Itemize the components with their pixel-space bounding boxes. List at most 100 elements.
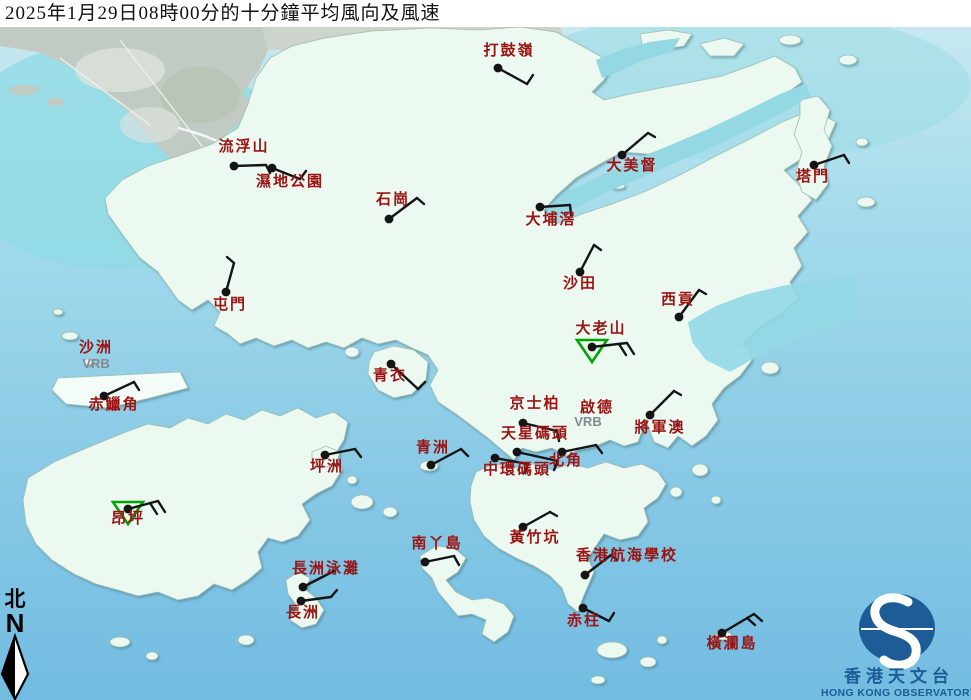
station-group: 赤柱 [567, 603, 616, 629]
station-label: 沙田 [563, 275, 597, 292]
station-group: 濕地公園 [256, 163, 324, 190]
station-group: 中環碼頭 [483, 453, 551, 478]
station-group: 石崗 [375, 190, 426, 224]
hko-logo-s-swirl [870, 593, 921, 670]
wind-barb-segment [555, 429, 561, 443]
wind-barb-segment [523, 462, 530, 475]
station-dot [645, 410, 655, 420]
station-dot [229, 161, 239, 171]
gust-triangle [574, 338, 610, 365]
wind-barb-segment [648, 389, 676, 417]
station-label: 塔門 [796, 167, 830, 185]
wind-barb-segment [590, 341, 629, 349]
wind-barb-segment [842, 153, 851, 165]
wind-barb-segment [496, 66, 529, 86]
hko-logo-english: HONG KONG OBSERVATORY [821, 687, 971, 699]
station-group: 北角 [549, 443, 604, 469]
station-dot [557, 447, 567, 457]
wind-barb-segment [126, 499, 160, 511]
station-dot [296, 596, 306, 606]
wind-barb-segment [389, 362, 420, 391]
wind-barb-segment [672, 389, 683, 397]
wind-barb-segment [270, 166, 302, 181]
wind-barb-segment [548, 510, 559, 518]
station-dot [99, 391, 109, 401]
wind-barb-segment [538, 203, 572, 209]
wind-barb-segment [515, 450, 560, 463]
north-label-letter: N [6, 608, 25, 638]
station-label: 石崗 [375, 190, 410, 208]
station-label: 中環碼頭 [483, 460, 551, 478]
station-label: 青衣 [373, 366, 407, 384]
wind-barb-segment [720, 612, 756, 635]
station-dot [809, 160, 819, 170]
station-group: 坪洲 [310, 447, 363, 475]
wind-barb-segment [592, 243, 603, 252]
station-dot [717, 628, 727, 638]
station-label: 北角 [549, 451, 583, 469]
station-group: 橫瀾島 [706, 612, 764, 652]
station-group: 大埔滘 [525, 202, 575, 228]
station-label: 西貢 [661, 291, 695, 308]
wind-barb-segment [493, 456, 530, 466]
station-label: 赤鱲角 [88, 395, 139, 413]
wind-barb-segment [617, 342, 628, 357]
station-label: 赤柱 [567, 611, 601, 629]
station-label: 黃竹坑 [509, 528, 560, 546]
station-dot [580, 570, 590, 580]
wind-barb-segment [745, 616, 757, 627]
wind-barb-segment [429, 447, 463, 467]
station-group: 西貢 [661, 288, 708, 322]
station-group: 香港航海學校 [576, 546, 676, 580]
station-label: 濕地公園 [256, 172, 324, 190]
wind-barb-segment [148, 501, 159, 516]
inlet-waters [546, 38, 858, 372]
wind-barb-segment [607, 611, 616, 623]
wind-barb-segment [224, 261, 236, 294]
north-label-chinese: 北 [5, 587, 26, 611]
wind-barb-segment [581, 606, 611, 623]
north-arrow-kite-fill [2, 636, 15, 699]
wind-barb-segment [156, 499, 167, 514]
station-label: 沙洲 [79, 339, 113, 356]
variable-wind-label: VRB [82, 356, 109, 371]
station-dot [512, 447, 522, 457]
station-group: 南丫島 [411, 534, 462, 567]
station-dot [123, 504, 133, 514]
wind-barb-segment [452, 554, 461, 567]
station-label: 長洲 [286, 604, 320, 621]
island-group-northeast [610, 29, 876, 208]
station-label: 南丫島 [411, 534, 462, 552]
wind-barb-segment [697, 288, 708, 296]
wind-barb-segment [521, 510, 552, 529]
wind-barb-segment [459, 447, 470, 458]
wind-barb-segment [387, 196, 419, 221]
station-dot [617, 150, 627, 160]
station-label: 橫瀾島 [706, 634, 757, 652]
station-group: 天星碼頭 [501, 425, 567, 472]
wind-barb-segment [415, 196, 426, 206]
station-group: 京士柏 [509, 394, 561, 443]
wind-barb-segment [578, 243, 596, 274]
wind-barb-segment [225, 255, 236, 265]
wind-barb-segment [353, 447, 363, 459]
station-group: 沙田 [563, 243, 603, 292]
station-group: 青洲 [416, 438, 470, 470]
wind-barb-segment [301, 569, 336, 589]
station-group: 將軍澳 [634, 389, 684, 436]
station-label: 大老山 [575, 319, 626, 337]
station-dot [518, 522, 528, 532]
wind-barb-segment [560, 443, 598, 454]
station-dot [674, 312, 684, 322]
hko-logo: 香港天文台 HONG KONG OBSERVATORY [821, 593, 971, 699]
wind-barb-segment [298, 169, 308, 181]
wind-barb-segment [416, 380, 427, 391]
north-arrow: 北 N [0, 587, 30, 700]
station-group: 赤鱲角 [88, 380, 141, 413]
landmass-hong-kong-island [469, 461, 667, 613]
station-dot [518, 418, 528, 428]
